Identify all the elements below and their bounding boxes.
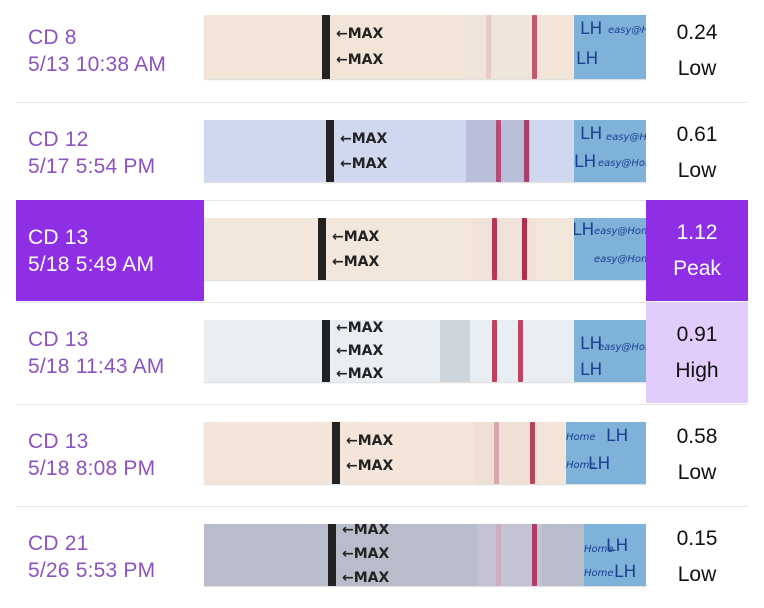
max-marker: ←MAX [336, 26, 384, 42]
max-marker: ←MAX [340, 130, 388, 147]
ratio-value: 0.24 [676, 20, 718, 44]
test-line [524, 120, 529, 182]
max-marker: ←MAX [336, 320, 384, 336]
list-item[interactable]: CD 8 5/13 10:38 AM ←MAX ←MAX LH LH easy@… [0, 0, 764, 102]
list-item[interactable]: CD 21 5/26 5:53 PM ←MAX ←MAX ←MAX Home L… [0, 506, 764, 608]
ratio-value: 0.61 [676, 122, 718, 146]
max-marker: ←MAX [346, 457, 394, 474]
max-marker: ←MAX [340, 155, 388, 172]
level-label: Peak [673, 256, 721, 280]
strip-handle: LH LH easy@Home [574, 320, 646, 382]
cycle-day-label: CD 21 [28, 531, 89, 555]
date-cell: CD 8 5/13 10:38 AM [16, 0, 204, 101]
test-strip-photo: ←MAX ←MAX LH easy@Home easy@Home [204, 218, 646, 280]
max-marker: ←MAX [342, 570, 390, 586]
test-strip-photo: ←MAX ←MAX Home LH Home LH [204, 422, 646, 484]
strip-handle: LH easy@Home easy@Home [574, 218, 646, 280]
result-cell: 0.15 Low [646, 506, 748, 607]
datetime-label: 5/18 11:43 AM [28, 354, 165, 378]
test-strip-photo: ←MAX ←MAX ←MAX LH LH easy@Home [204, 320, 646, 382]
max-marker: ←MAX [332, 228, 380, 245]
date-cell: CD 21 5/26 5:53 PM [16, 506, 204, 607]
ratio-value: 0.91 [676, 322, 718, 346]
result-cell: 1.12 Peak [646, 200, 748, 301]
cycle-day-label: CD 8 [28, 25, 77, 49]
list-item[interactable]: CD 13 5/18 8:08 PM ←MAX ←MAX Home LH Hom… [0, 404, 764, 506]
datetime-label: 5/18 8:08 PM [28, 456, 156, 480]
ratio-value: 0.58 [676, 424, 718, 448]
date-cell: CD 13 5/18 11:43 AM [16, 302, 204, 403]
datetime-label: 5/26 5:53 PM [28, 558, 156, 582]
test-line [522, 218, 527, 280]
result-cell: 0.91 High [646, 302, 748, 403]
control-line [496, 524, 501, 586]
control-line [492, 320, 497, 382]
list-item-selected[interactable]: CD 13 5/18 5:49 AM ←MAX ←MAX LH easy@Hom… [0, 200, 764, 302]
strip-handle: LH LH easy@Home [574, 15, 646, 79]
level-label: Low [677, 158, 717, 182]
list-item[interactable]: CD 12 5/17 5:54 PM ←MAX ←MAX LH LH easy@… [0, 102, 764, 204]
strip-handle: LH LH easy@Home easy@Home [574, 120, 646, 182]
max-marker: ←MAX [342, 524, 390, 538]
datetime-label: 5/13 10:38 AM [28, 52, 167, 76]
test-strip-photo: ←MAX ←MAX ←MAX Home LH Home LH [204, 524, 646, 586]
level-label: High [675, 358, 719, 382]
test-line [532, 524, 537, 586]
strip-handle: Home LH Home LH [584, 524, 646, 586]
list-item[interactable]: CD 13 5/18 11:43 AM ←MAX ←MAX ←MAX LH LH… [0, 302, 764, 404]
control-line [486, 15, 491, 79]
level-label: Low [677, 460, 717, 484]
cycle-day-label: CD 12 [28, 127, 89, 151]
test-strip-photo: ←MAX ←MAX LH LH easy@Home easy@Home [204, 120, 646, 182]
result-cell: 0.61 Low [646, 102, 748, 203]
test-line [530, 422, 535, 484]
max-marker: ←MAX [332, 253, 380, 270]
control-line [492, 218, 497, 280]
strip-handle: Home LH Home LH [566, 422, 646, 484]
max-marker: ←MAX [342, 546, 390, 562]
cycle-day-label: CD 13 [28, 327, 89, 351]
result-cell: 0.24 Low [646, 0, 748, 101]
datetime-label: 5/18 5:49 AM [28, 252, 155, 276]
test-line [518, 320, 523, 382]
ratio-value: 0.15 [676, 526, 718, 550]
max-marker: ←MAX [336, 342, 384, 359]
max-marker: ←MAX [346, 432, 394, 449]
test-line [532, 15, 537, 79]
control-line [494, 422, 499, 484]
result-cell: 0.58 Low [646, 404, 748, 505]
date-cell: CD 13 5/18 8:08 PM [16, 404, 204, 505]
date-cell: CD 12 5/17 5:54 PM [16, 102, 204, 203]
date-cell: CD 13 5/18 5:49 AM [16, 200, 204, 301]
max-marker: ←MAX [336, 366, 384, 382]
level-label: Low [677, 562, 717, 586]
datetime-label: 5/17 5:54 PM [28, 154, 156, 178]
max-marker: ←MAX [336, 52, 384, 68]
cycle-day-label: CD 13 [28, 429, 89, 453]
control-line [496, 120, 501, 182]
test-strip-photo: ←MAX ←MAX LH LH easy@Home [204, 15, 646, 79]
cycle-day-label: CD 13 [28, 225, 89, 249]
level-label: Low [677, 56, 717, 80]
ratio-value: 1.12 [676, 220, 718, 244]
